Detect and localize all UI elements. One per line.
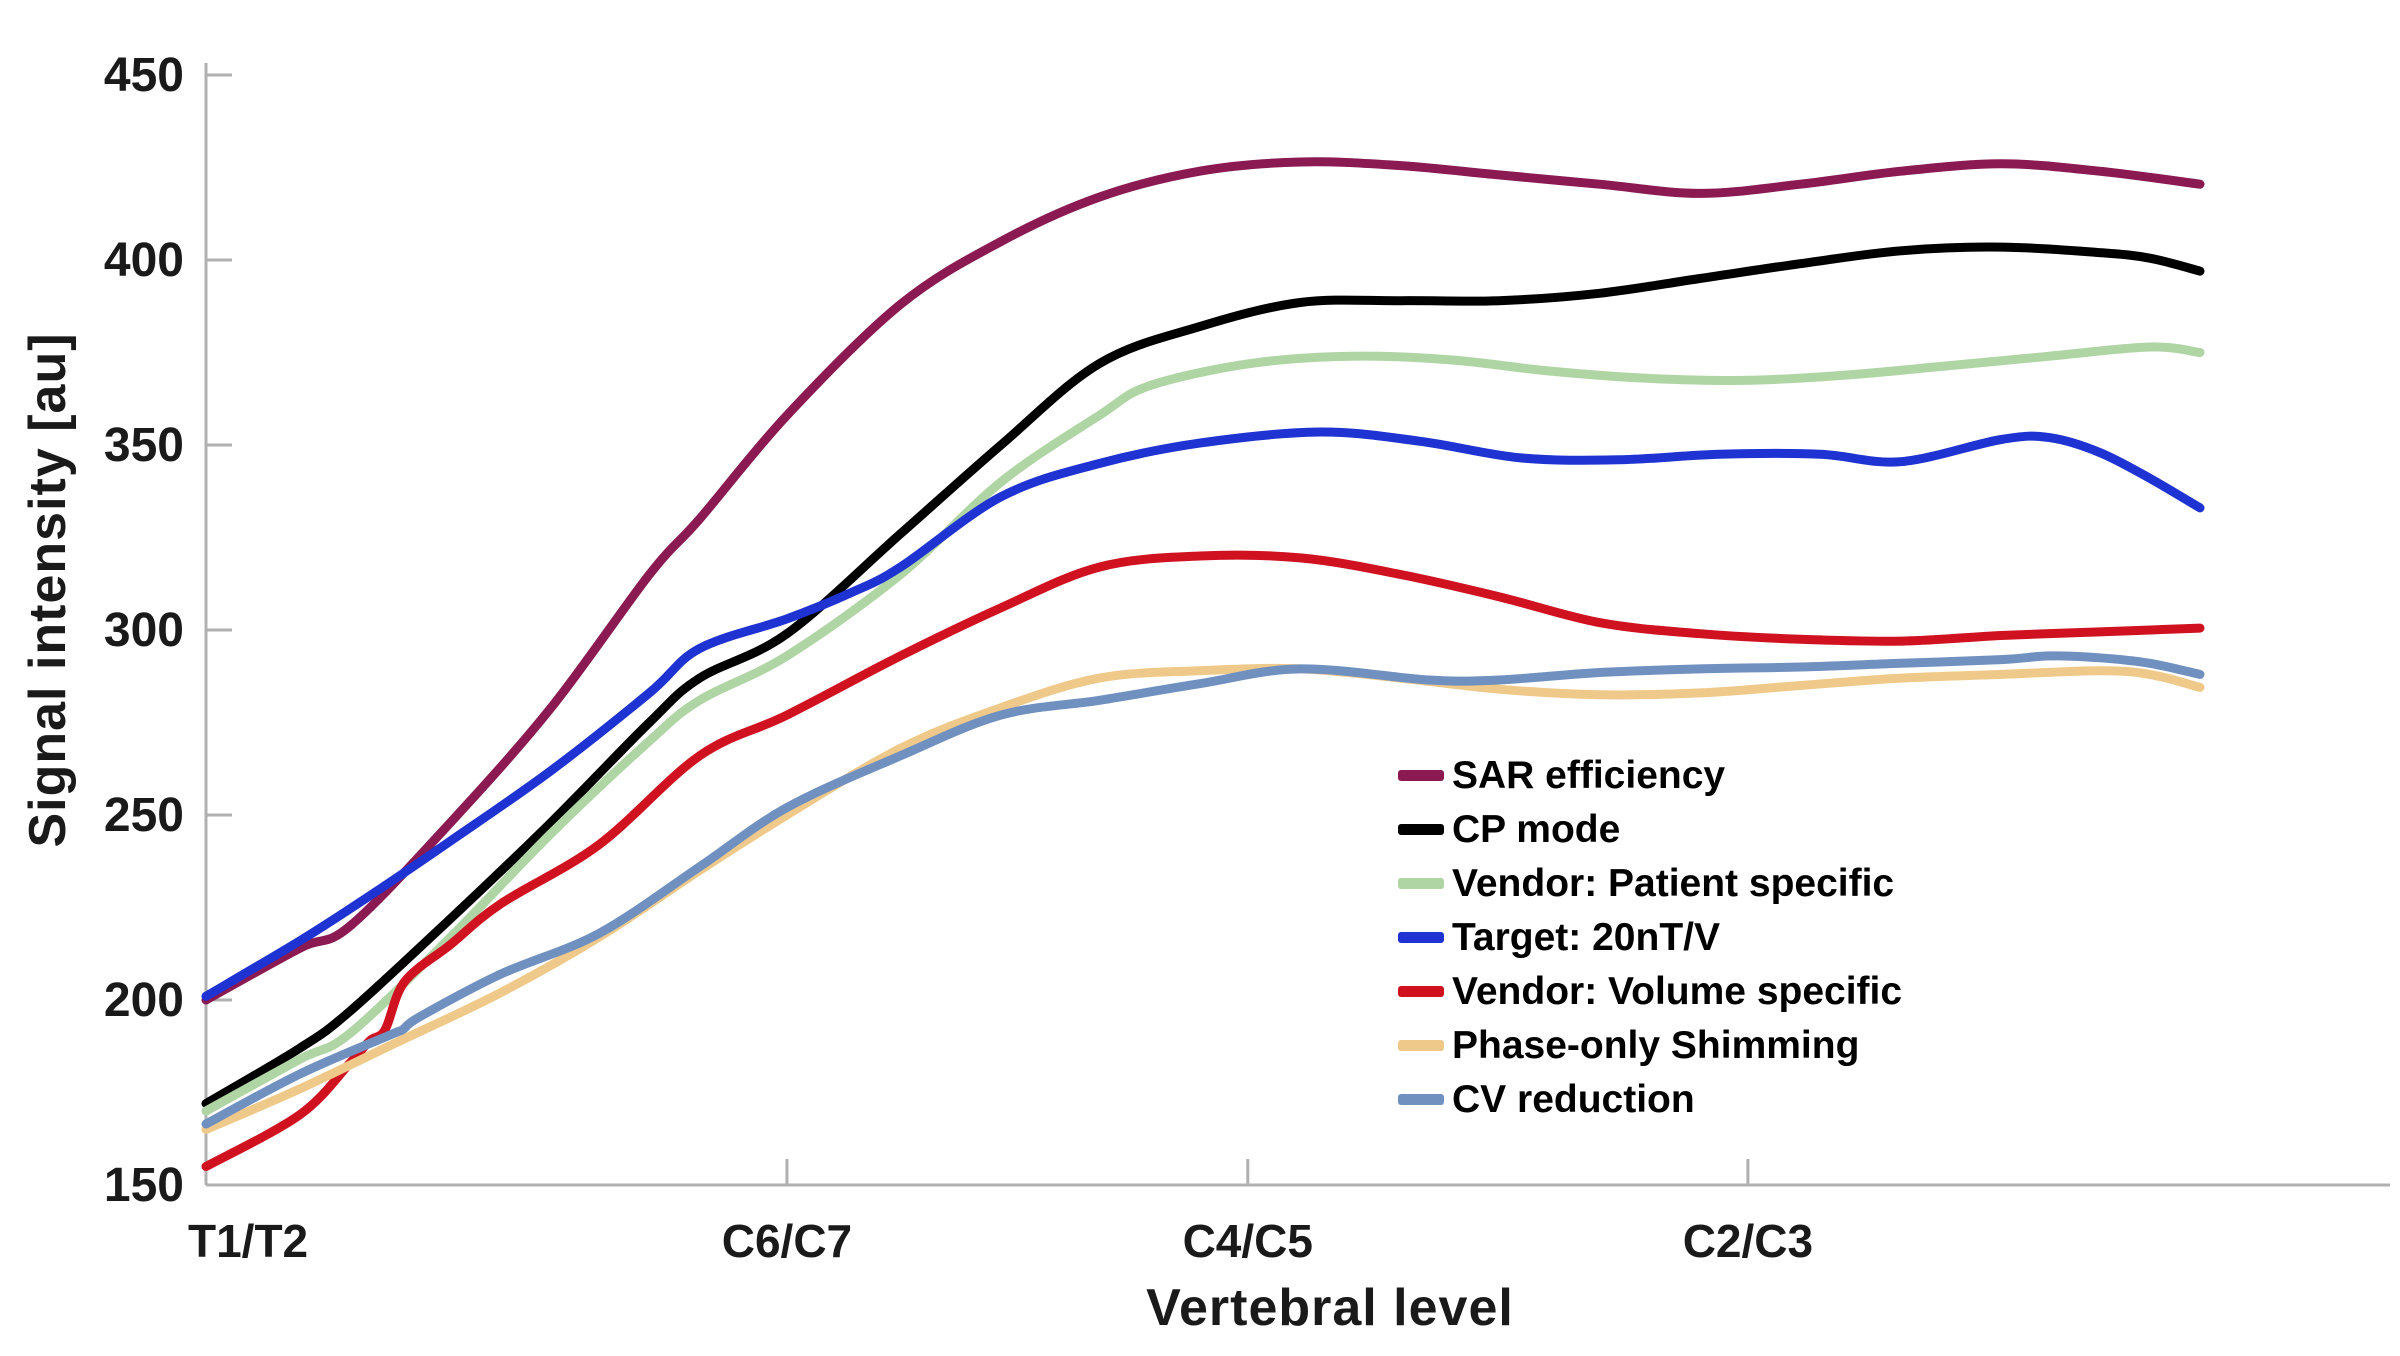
legend-label: Target: 20nT/V [1452,915,1720,959]
legend-swatch [1398,823,1444,835]
legend-label: SAR efficiency [1452,753,1726,797]
legend-item-7: CV reduction [1398,1072,1902,1126]
y-tick-label: 150 [104,1159,184,1212]
y-tick-label: 250 [104,789,184,842]
x-tick-label: C4/C5 [1183,1215,1313,1267]
legend-item-5: Vendor: Volume specific [1398,964,1902,1018]
legend-label: CV reduction [1452,1077,1695,1121]
series-line-target-20nt-v [201,427,2205,1001]
y-tick-label: 300 [104,604,184,657]
series-line-sar-efficiency [201,157,2205,1005]
x-axis-label: Vertebral level [1146,1279,1514,1337]
legend-swatch [1398,1039,1444,1051]
y-tick-label: 400 [104,234,184,287]
legend-label: CP mode [1452,807,1621,851]
x-tick-label: C6/C7 [722,1215,852,1267]
series-line-cp-mode [201,242,2205,1109]
y-tick-label: 200 [104,974,184,1027]
legend-swatch [1398,931,1444,943]
x-tick-label: C2/C3 [1683,1215,1813,1267]
legend-item-4: Target: 20nT/V [1398,910,1902,964]
series-line-vendor-volume-specific [201,550,2205,1171]
y-axis-label: Signal intensity [au] [19,332,77,848]
legend-swatch [1398,769,1444,781]
series-line-vendor-patient-specific [201,342,2205,1116]
legend: SAR efficiency CP mode Vendor: Patient spe… [1398,748,1902,1126]
legend-item-2: CP mode [1398,802,1902,856]
legend-label: Phase-only Shimming [1452,1023,1860,1067]
legend-swatch [1398,1093,1444,1105]
legend-item-6: Phase-only Shimming [1398,1018,1902,1072]
series-line-cv-reduction [201,651,2205,1129]
series-line-phase-only-shimming [201,663,2205,1134]
legend-swatch [1398,877,1444,889]
legend-swatch [1398,985,1444,997]
legend-item-3: Vendor: Patient specific [1398,856,1902,910]
y-tick-label: 450 [104,49,184,102]
legend-item-1: SAR efficiency [1398,748,1902,802]
x-tick-label: T1/T2 [188,1215,308,1267]
y-tick-label: 350 [104,419,184,472]
legend-label: Vendor: Volume specific [1452,969,1903,1013]
legend-label: Vendor: Patient specific [1452,861,1895,905]
